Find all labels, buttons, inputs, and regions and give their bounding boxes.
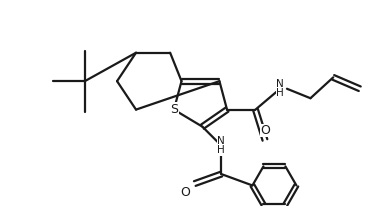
Text: N
H: N H (276, 79, 284, 98)
Text: N
H: N H (217, 136, 225, 155)
Text: O: O (180, 186, 190, 199)
Text: O: O (260, 124, 270, 137)
Text: S: S (170, 103, 178, 116)
